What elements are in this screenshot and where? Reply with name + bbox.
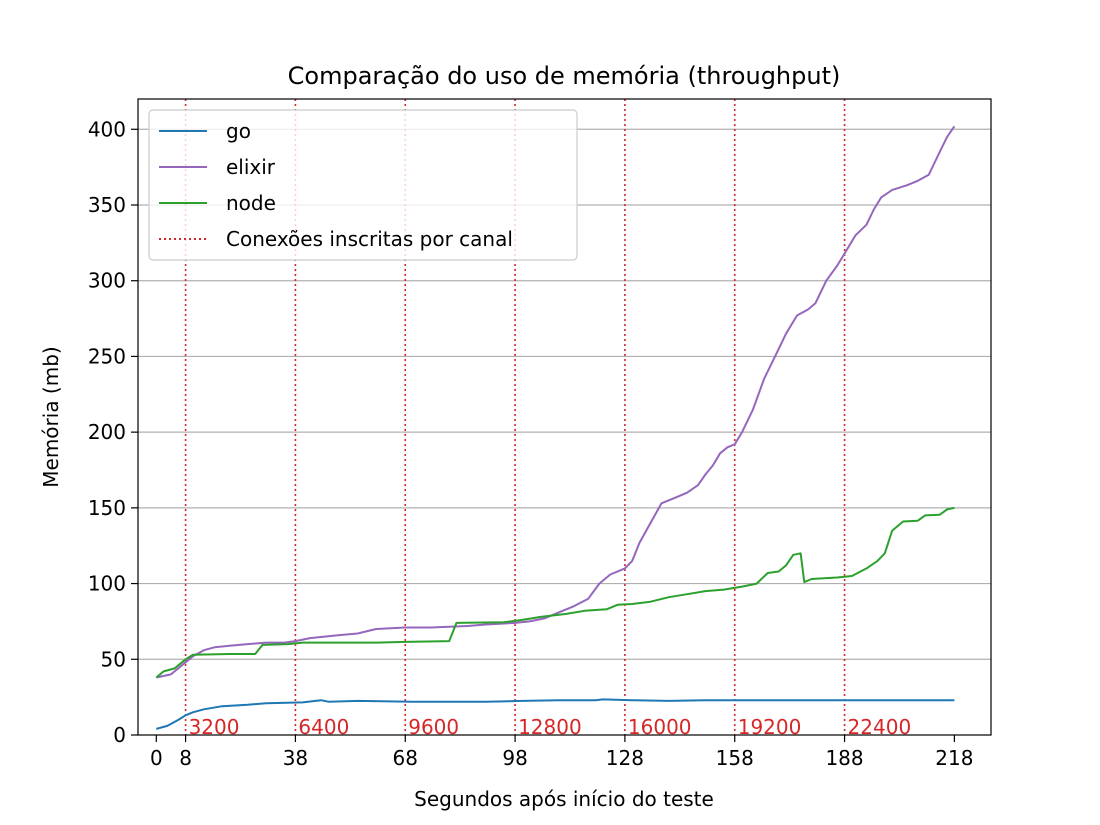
x-tick-label: 0 bbox=[150, 746, 163, 770]
x-tick-label: 188 bbox=[825, 746, 863, 770]
series-line-elixir bbox=[156, 125, 956, 679]
x-axis-label: Segundos após início do teste bbox=[414, 787, 714, 811]
y-axis-label: Memória (mb) bbox=[39, 346, 63, 487]
x-tick-label: 38 bbox=[283, 746, 308, 770]
plot-frame bbox=[137, 98, 992, 736]
legend-label-go: go bbox=[226, 119, 251, 143]
y-tick-label: 0 bbox=[113, 723, 126, 747]
legend-label-elixir: elixir bbox=[226, 155, 276, 179]
legend-label-node: node bbox=[226, 191, 276, 215]
y-tick-label: 150 bbox=[88, 496, 126, 520]
series-line-go bbox=[156, 698, 955, 730]
y-tick-label: 50 bbox=[101, 647, 126, 671]
y-tick-label: 350 bbox=[88, 193, 126, 217]
series-lines bbox=[155, 125, 956, 730]
x-tick-label: 128 bbox=[606, 746, 644, 770]
y-tick-label: 100 bbox=[88, 572, 126, 596]
x-tick-label: 98 bbox=[502, 746, 527, 770]
x-tick-label: 218 bbox=[935, 746, 973, 770]
x-axis-ticks: 0 8 38 68 98 128 158 188 218 bbox=[150, 735, 973, 770]
y-tick-label: 400 bbox=[88, 117, 126, 141]
y-axis-ticks: 0 50 100 150 200 250 300 350 400 bbox=[88, 117, 138, 747]
x-tick-label: 158 bbox=[716, 746, 754, 770]
x-tick-label: 68 bbox=[393, 746, 418, 770]
legend: go elixir node Conexões inscritas por ca… bbox=[148, 109, 578, 261]
y-tick-label: 200 bbox=[88, 420, 126, 444]
y-tick-label: 300 bbox=[88, 269, 126, 293]
x-tick-label: 8 bbox=[179, 746, 192, 770]
legend-box bbox=[148, 109, 578, 261]
legend-label-markers: Conexões inscritas por canal bbox=[226, 227, 513, 251]
y-tick-label: 250 bbox=[88, 344, 126, 368]
chart-title: Comparação do uso de memória (throughput… bbox=[288, 62, 841, 90]
series-line-node bbox=[155, 506, 955, 679]
